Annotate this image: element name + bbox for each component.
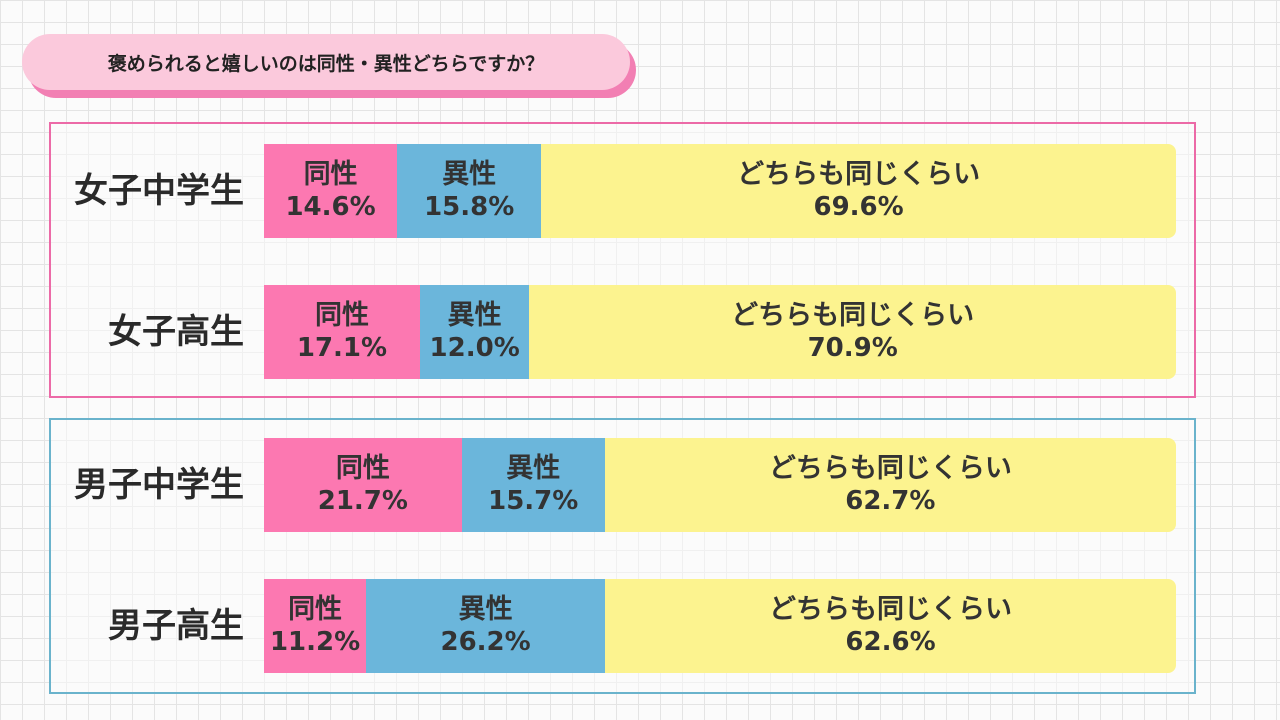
segment-value-label: 11.2% <box>269 626 361 657</box>
stacked-bar: 同性 14.6% 異性 15.8% どちらも同じくらい 69.6% <box>264 144 1176 238</box>
bar-segment-opposite: 異性 15.7% <box>461 438 605 532</box>
bar-segment-either: どちらも同じくらい 62.6% <box>605 579 1176 673</box>
segment-category-label: 同性 <box>303 159 358 191</box>
segment-category-label: どちらも同じくらい <box>737 159 981 191</box>
segment-value-label: 70.9% <box>807 332 898 363</box>
stacked-bar: 同性 21.7% 異性 15.7% どちらも同じくらい 62.7% <box>264 438 1176 532</box>
segment-value-label: 26.2% <box>440 626 531 657</box>
bar-segment-opposite: 異性 26.2% <box>366 579 606 673</box>
segment-category-label: 異性 <box>506 453 561 485</box>
segment-value-label: 14.6% <box>285 191 376 222</box>
segment-value-label: 17.1% <box>296 332 388 363</box>
bar-segment-either: どちらも同じくらい 69.6% <box>541 144 1176 238</box>
segment-value-label: 12.0% <box>429 332 520 363</box>
segment-category-label: 同性 <box>314 300 369 332</box>
segment-value-label: 15.8% <box>424 191 515 222</box>
segment-category-label: どちらも同じくらい <box>731 300 975 332</box>
segment-category-label: 異性 <box>442 159 497 191</box>
chart-title-badge: 褒められると嬉しいのは同性・異性どちらですか？ <box>22 34 638 100</box>
segment-value-label: 69.6% <box>813 191 904 222</box>
stacked-bar: 同性 11.2% 異性 26.2% どちらも同じくらい 62.6% <box>264 579 1176 673</box>
bar-segment-opposite: 異性 12.0% <box>419 285 530 379</box>
segment-value-label: 62.6% <box>845 626 936 657</box>
row-label: 女子中学生 <box>74 171 244 211</box>
segment-category-label: 異性 <box>458 594 513 626</box>
stacked-bar: 同性 17.1% 異性 12.0% どちらも同じくらい 70.9% <box>264 285 1176 379</box>
segment-value-label: 62.7% <box>845 485 936 516</box>
segment-category-label: どちらも同じくらい <box>769 594 1013 626</box>
bar-segment-opposite: 異性 15.8% <box>397 144 542 238</box>
segment-category-label: どちらも同じくらい <box>768 453 1012 485</box>
chart-title: 褒められると嬉しいのは同性・異性どちらですか？ <box>22 34 630 90</box>
bar-segment-same: 同性 11.2% <box>264 579 367 673</box>
row-label: 男子中学生 <box>74 465 244 505</box>
bar-segment-same: 同性 21.7% <box>264 438 462 532</box>
bar-segment-same: 同性 17.1% <box>264 285 420 379</box>
segment-value-label: 15.7% <box>488 485 579 516</box>
row-label: 男子高生 <box>108 606 244 646</box>
bar-segment-either: どちらも同じくらい 70.9% <box>529 285 1176 379</box>
segment-category-label: 同性 <box>335 453 390 485</box>
bar-segment-either: どちらも同じくらい 62.7% <box>604 438 1176 532</box>
row-label: 女子高生 <box>108 312 244 352</box>
segment-category-label: 同性 <box>288 594 343 626</box>
segment-value-label: 21.7% <box>317 485 408 516</box>
bar-segment-same: 同性 14.6% <box>264 144 398 238</box>
segment-category-label: 異性 <box>447 300 502 332</box>
